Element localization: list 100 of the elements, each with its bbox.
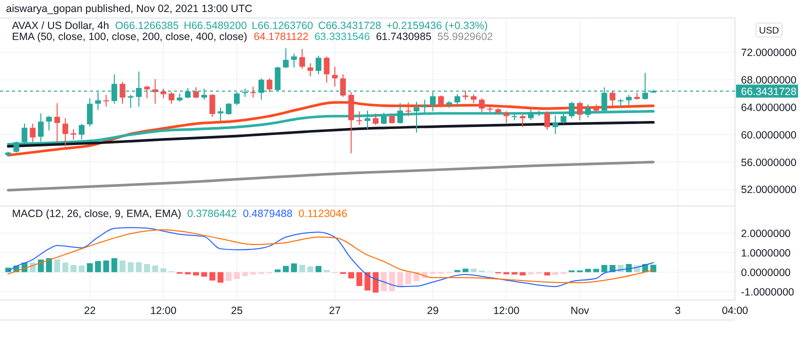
y-tick-label: 0.0000000: [741, 266, 791, 279]
bar: [380, 272, 387, 292]
y-tick-label: 68.0000000: [741, 74, 797, 86]
bar: [70, 264, 76, 272]
candlestick: [22, 123, 28, 144]
ref-line-label: 66.3431728: [741, 86, 797, 98]
bar: [291, 263, 297, 272]
y-tick-label: 2.0000000: [741, 228, 791, 240]
candlestick: [282, 48, 289, 69]
bar: [209, 272, 216, 281]
candlestick: [38, 112, 44, 142]
candlestick: [316, 55, 322, 75]
bar: [462, 268, 468, 272]
bar: [593, 268, 600, 272]
bar: [552, 272, 558, 275]
x-tick-label: 25: [230, 305, 243, 317]
x-tick-label: 12:00: [493, 305, 520, 317]
bar: [316, 266, 322, 272]
bar: [356, 272, 362, 286]
series-label: 0.1123046: [298, 208, 348, 220]
bar: [389, 272, 395, 292]
candlestick: [544, 110, 550, 130]
annotation: H66.5489200: [184, 20, 247, 32]
x-tick-label: 27: [328, 305, 341, 317]
bar: [152, 266, 158, 272]
bar: [78, 266, 85, 272]
candlestick: [552, 114, 558, 134]
bar: [103, 260, 110, 272]
candlestick: [54, 102, 60, 143]
annotation: C66.3431728: [318, 20, 382, 32]
bar: [62, 262, 68, 272]
y-tick-label: 72.0000000: [741, 46, 797, 59]
annotation: O66.1266385: [115, 20, 179, 32]
bar: [218, 272, 224, 283]
legend-title: MACD (12, 26, close, 9, EMA, EMA): [12, 208, 182, 220]
candlestick: [128, 94, 134, 108]
annotation: +0.2159436 (+0.33%): [386, 20, 488, 32]
bar: [128, 262, 134, 272]
bar: [585, 268, 591, 272]
candlestick: [78, 123, 85, 140]
candlestick: [626, 94, 632, 106]
bar: [144, 264, 150, 272]
bar: [95, 261, 101, 272]
x-tick-label: 04:00: [722, 305, 748, 317]
line-series: [6, 120, 655, 148]
candlestick: [218, 107, 224, 122]
candlestick: [356, 110, 362, 126]
candlestick: [307, 62, 314, 77]
candlestick: [332, 66, 338, 88]
candlestick: [86, 98, 93, 127]
bar: [364, 272, 370, 290]
bar: [274, 269, 281, 272]
candlestick: [266, 78, 272, 93]
candlestick: [209, 94, 216, 118]
bar: [242, 272, 248, 276]
y-axis-title: USD: [758, 25, 780, 36]
candlestick: [291, 53, 297, 68]
candlestick: [372, 112, 379, 126]
candlestick: [62, 118, 68, 147]
bar: [544, 272, 550, 276]
bar: [470, 268, 477, 272]
bar: [282, 266, 289, 272]
bar: [348, 272, 354, 278]
bar: [54, 260, 60, 272]
y-tick-label: 1.0000000: [741, 247, 791, 260]
bar: [299, 264, 306, 272]
x-tick-label: 12:00: [150, 305, 177, 317]
candlestick: [226, 102, 232, 116]
annotation: L66.1263760: [252, 20, 314, 32]
candlestick: [324, 56, 330, 83]
candlestick: [46, 116, 52, 132]
bar: [86, 263, 93, 272]
bar: [120, 260, 126, 272]
candlestick: [120, 81, 126, 104]
series-label: 0.4879488: [242, 208, 293, 220]
candlestick: [405, 102, 412, 117]
bar: [601, 264, 608, 272]
bar: [201, 272, 208, 277]
candlestick: [340, 74, 346, 98]
candlestick: [503, 110, 510, 124]
bar: [397, 272, 404, 288]
bar: [512, 272, 518, 275]
candlestick: [103, 94, 110, 108]
y-tick-label: 56.0000000: [741, 156, 797, 169]
candlestick: [30, 123, 36, 143]
candlestick: [299, 48, 306, 70]
y-tick-label: 64.0000000: [741, 102, 797, 114]
y-tick-label: 52.0000000: [741, 184, 797, 196]
text: 63.3331546: [314, 31, 370, 43]
candlestick: [520, 114, 526, 128]
candlestick: [144, 85, 150, 99]
bar: [234, 272, 240, 279]
bar: [250, 272, 256, 275]
x-tick-label: 3: [674, 305, 681, 317]
text: 0.3786442: [187, 208, 238, 220]
candlestick: [610, 90, 616, 106]
legend-title: EMA (50, close, 100, close, 200, close, 400, close): [12, 31, 248, 43]
bar: [226, 272, 232, 281]
bar: [520, 272, 526, 276]
candlestick: [193, 86, 199, 99]
